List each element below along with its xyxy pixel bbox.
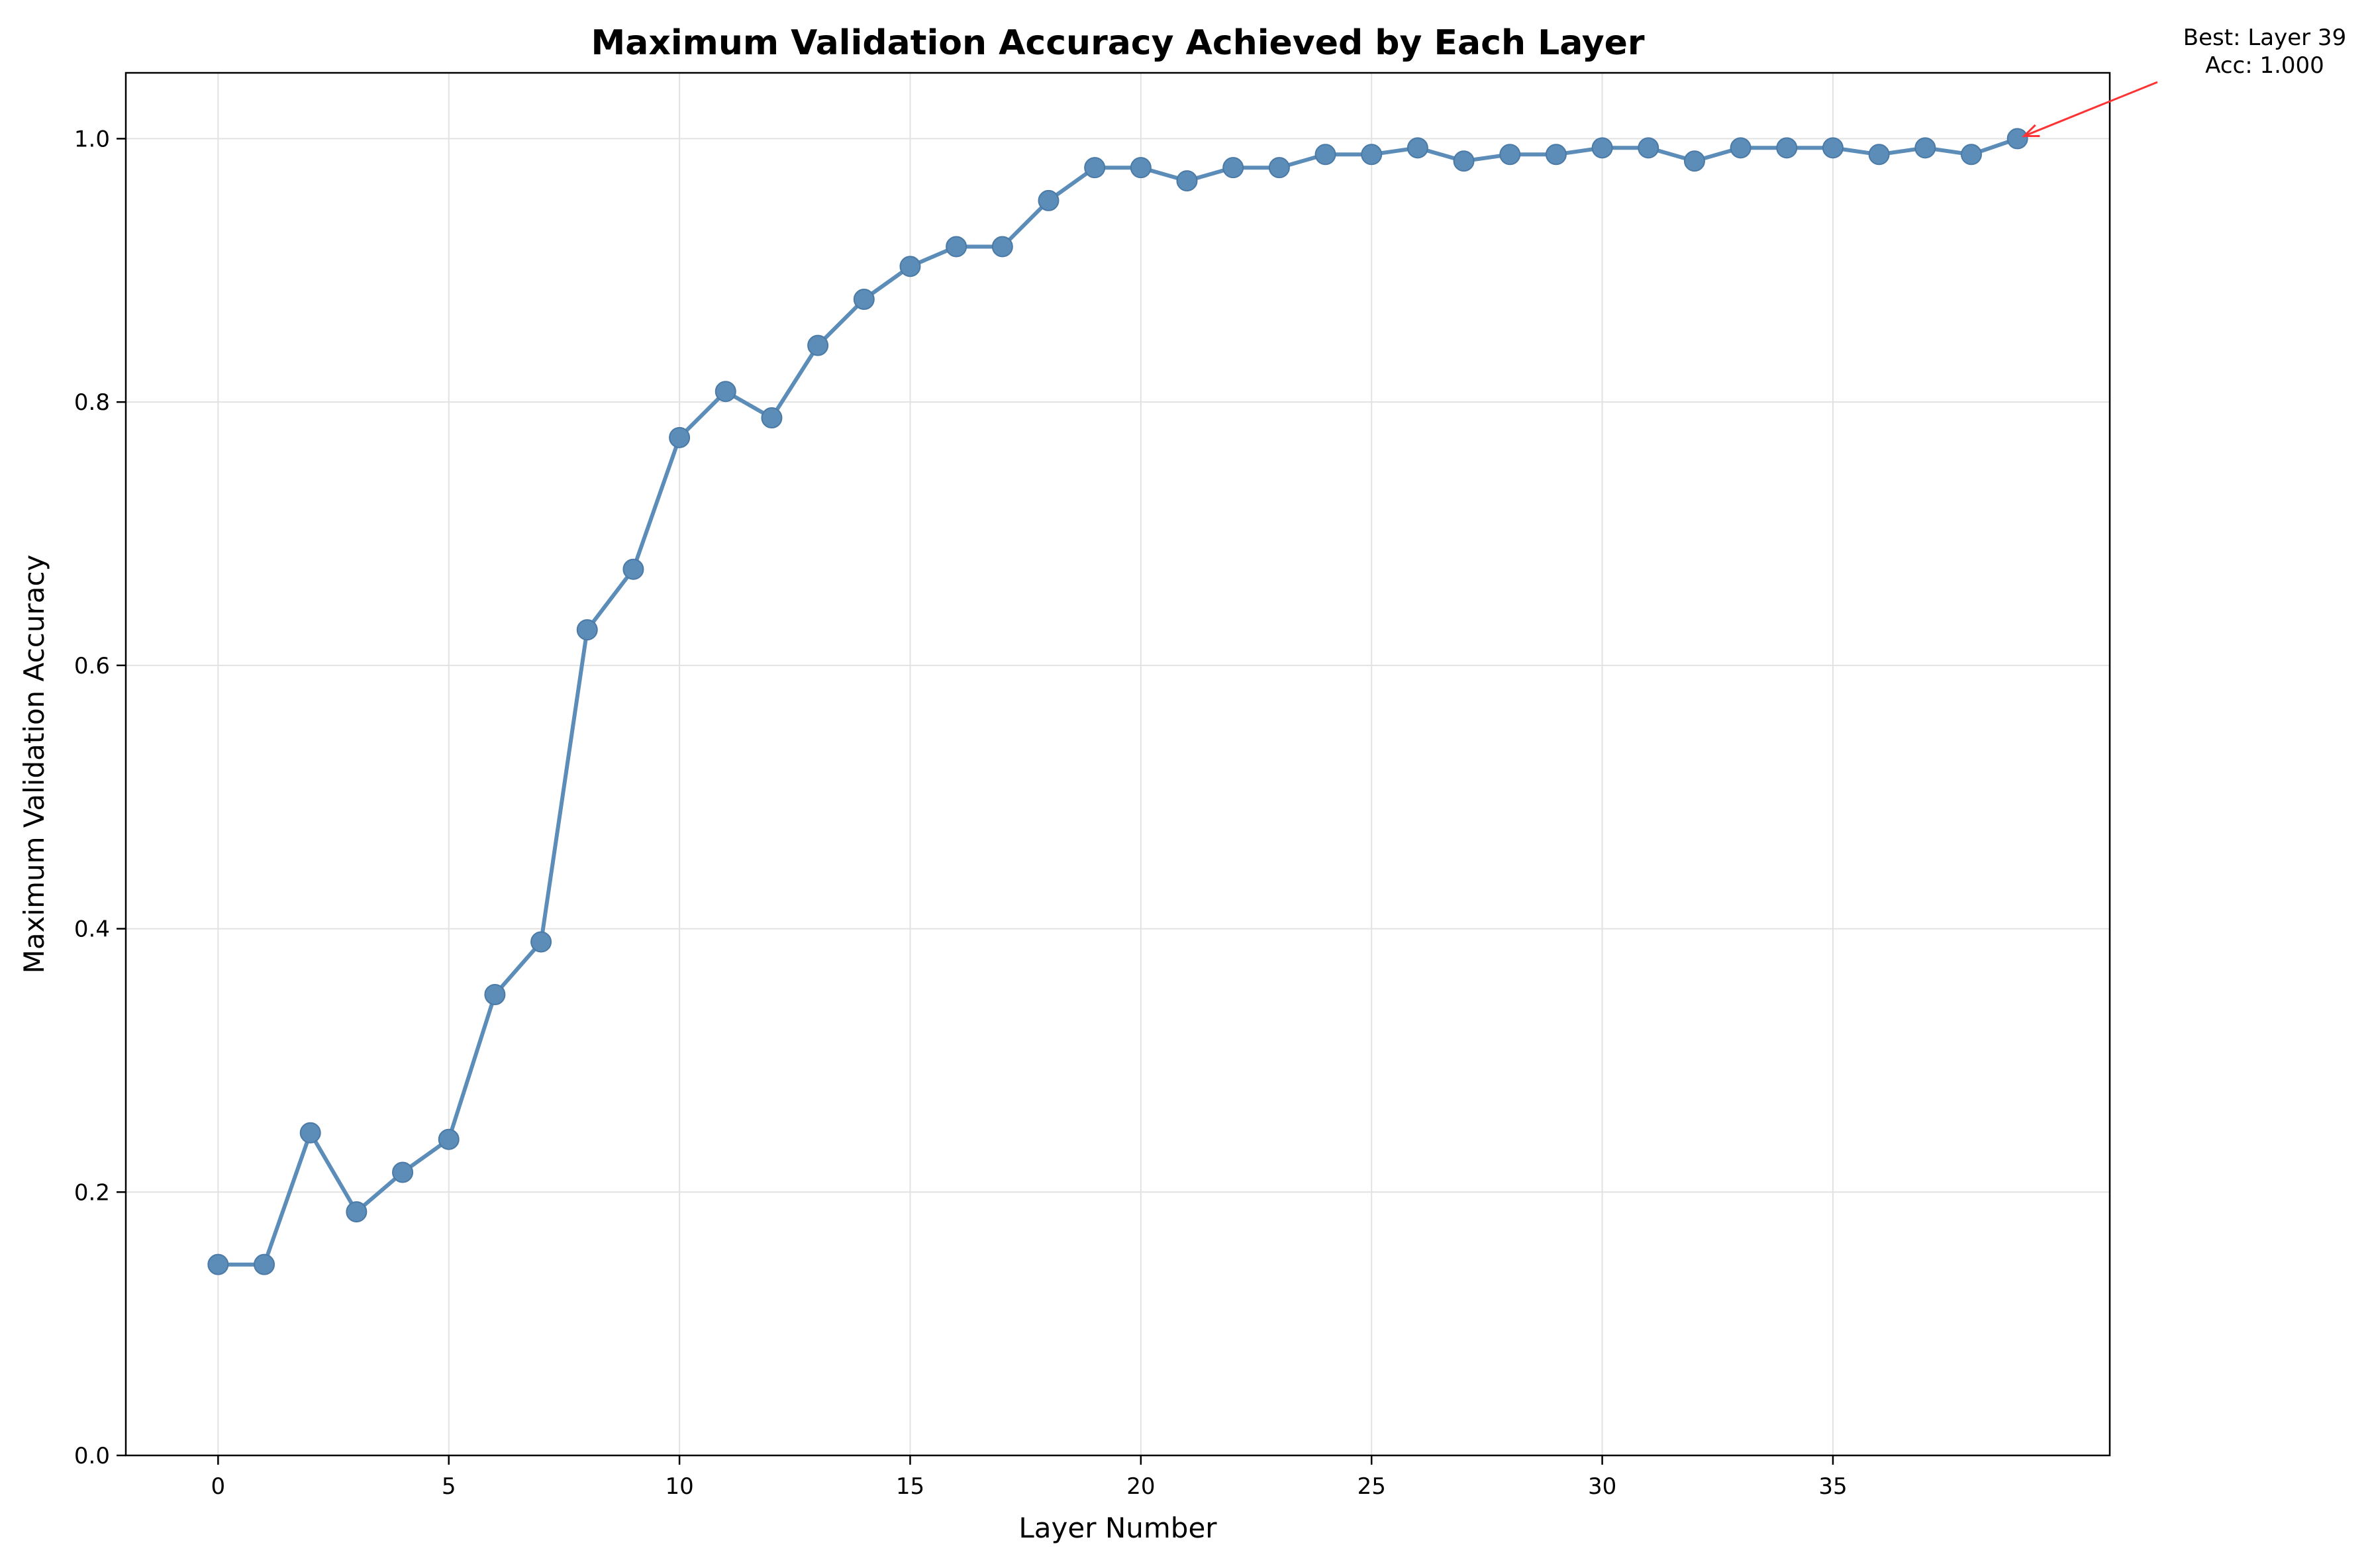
data-point <box>254 1253 275 1275</box>
data-point <box>1914 137 1936 159</box>
data-point <box>1960 144 1982 166</box>
data-point <box>1176 170 1198 192</box>
data-point <box>1638 137 1659 159</box>
data-point <box>438 1128 460 1150</box>
data-point <box>346 1201 368 1223</box>
data-point <box>207 1253 229 1275</box>
x-tick-label: 20 <box>1126 1473 1155 1500</box>
plot-frame <box>124 72 2111 1457</box>
data-point <box>1130 157 1152 179</box>
data-point <box>853 289 875 311</box>
x-tick-label: 15 <box>896 1473 924 1500</box>
data-point <box>1222 157 1244 179</box>
y-tick-label: 0.2 <box>74 1179 110 1206</box>
data-point <box>761 407 783 429</box>
y-tick-label: 0.4 <box>74 916 110 943</box>
data-point <box>576 619 598 641</box>
data-point <box>1084 157 1106 179</box>
data-point <box>1591 137 1613 159</box>
y-axis-label: Maximum Validation Accuracy <box>18 555 50 974</box>
data-point <box>1361 144 1383 166</box>
chart-title: Maximum Validation Accuracy Achieved by … <box>591 23 1644 63</box>
series-line <box>218 136 2018 1267</box>
data-point <box>946 236 967 258</box>
x-tick-label: 30 <box>1588 1473 1616 1500</box>
y-tick-label: 0.0 <box>74 1443 110 1469</box>
data-point <box>392 1161 414 1183</box>
x-tick-label: 5 <box>442 1473 456 1500</box>
data-point <box>622 558 644 580</box>
data-point <box>1453 150 1475 172</box>
data-point <box>715 381 736 403</box>
data-point <box>899 256 921 277</box>
data-point <box>1776 137 1798 159</box>
data-point <box>1499 144 1521 166</box>
best-annotation: Best: Layer 39 Acc: 1.000 <box>2021 24 2346 138</box>
data-point <box>1730 137 1752 159</box>
x-tick-label: 0 <box>211 1473 226 1500</box>
series-layer <box>207 128 2028 1275</box>
data-point <box>1683 150 1705 172</box>
data-point <box>1868 144 1890 166</box>
y-tick-label: 1.0 <box>74 126 110 152</box>
annotation-line-1: Best: Layer 39 <box>2183 24 2346 51</box>
x-axis-label: Layer Number <box>1018 1512 1217 1544</box>
data-point <box>807 334 829 356</box>
data-point <box>484 984 506 1005</box>
data-point <box>1314 144 1336 166</box>
data-point <box>299 1122 321 1144</box>
data-point <box>1822 137 1844 159</box>
grid-lines <box>126 73 2110 1456</box>
data-point <box>2006 128 2028 150</box>
data-point <box>1407 137 1428 159</box>
annotation-arrowhead <box>2021 124 2040 138</box>
data-point <box>669 426 691 448</box>
data-point <box>1545 144 1567 166</box>
annotation-line-2: Acc: 1.000 <box>2205 52 2324 79</box>
annotation-arrow <box>2024 81 2158 137</box>
y-tick-label: 0.8 <box>74 389 110 416</box>
axis-ticks: 0 5 10 15 20 25 30 35 0.0 0.2 0.4 0.6 0.8 1.0 <box>74 126 1848 1500</box>
data-point <box>1268 157 1290 179</box>
x-tick-label: 25 <box>1358 1473 1386 1500</box>
x-tick-label: 35 <box>1818 1473 1847 1500</box>
data-point <box>530 931 552 953</box>
data-point <box>1038 189 1060 211</box>
y-tick-label: 0.6 <box>74 653 110 679</box>
data-point <box>991 236 1013 258</box>
x-tick-label: 10 <box>665 1473 693 1500</box>
